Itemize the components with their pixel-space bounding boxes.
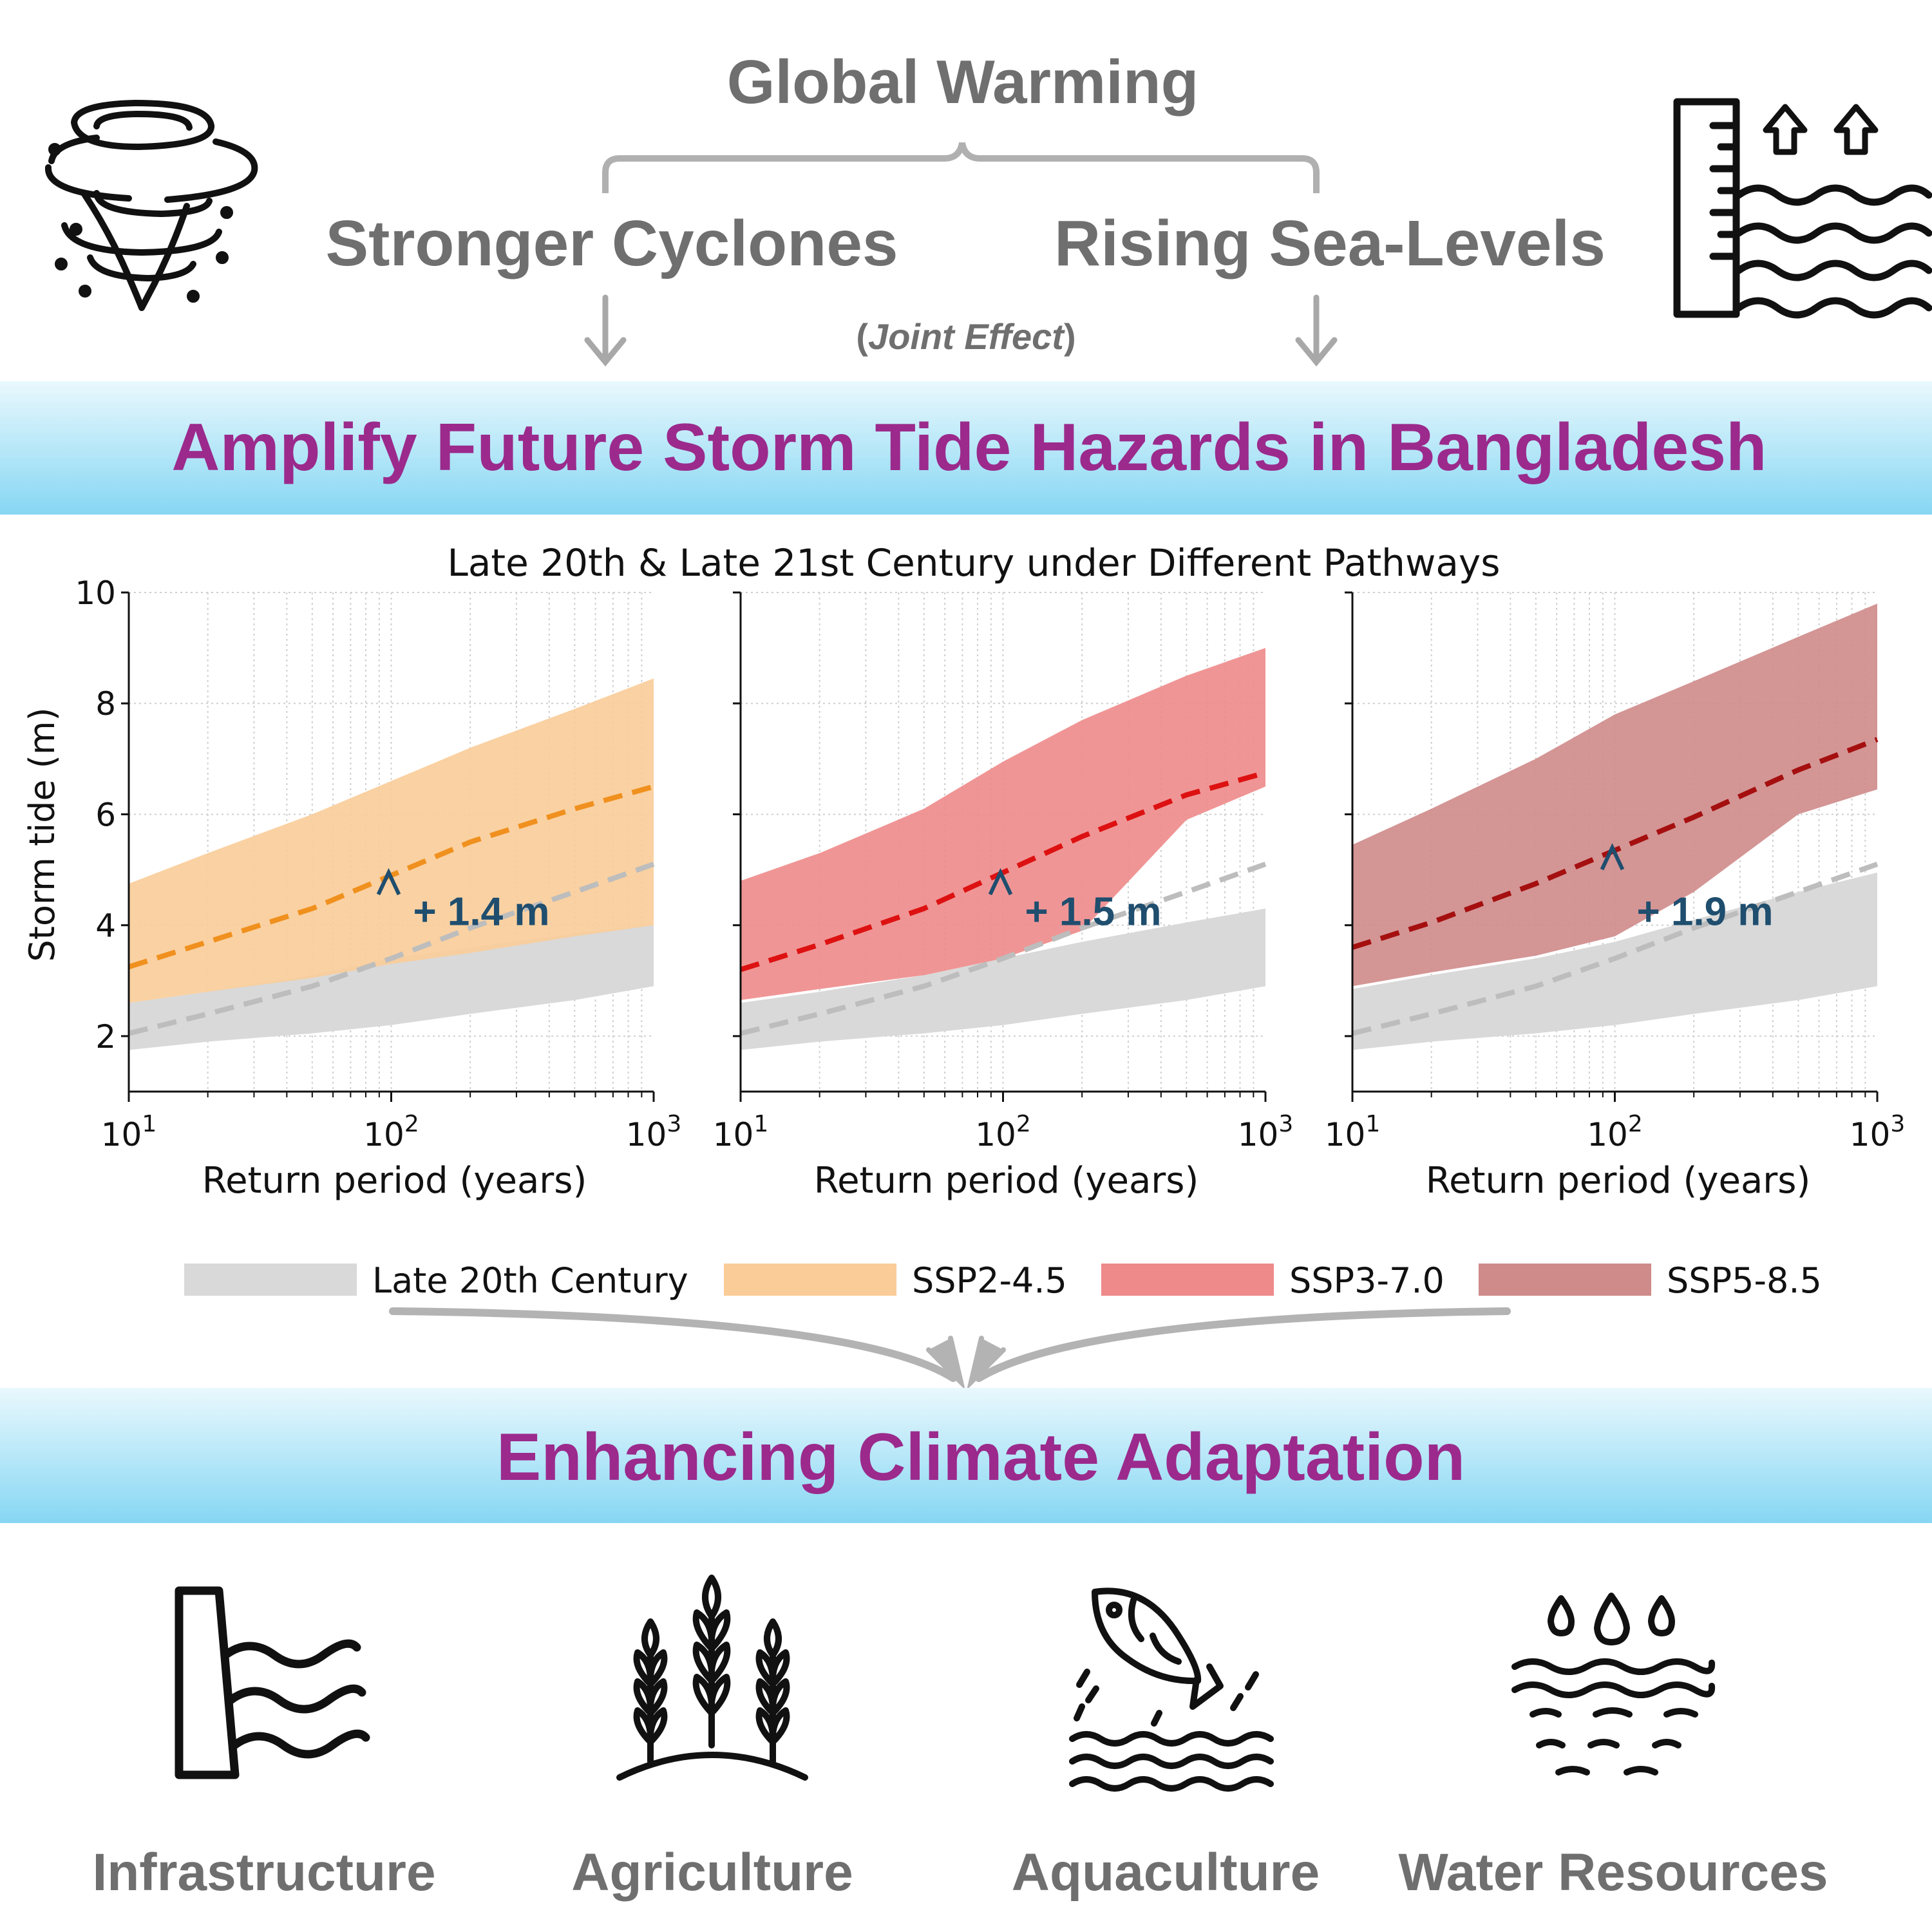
label-agriculture: Agriculture (571, 1843, 853, 1902)
legend-label-late20: Late 20th Century (372, 1260, 688, 1301)
figure-title: Late 20th & Late 21st Century under Diff… (448, 541, 1501, 585)
banner-hazards (0, 381, 1932, 515)
legend-label-ssp245: SSP2-4.5 (912, 1260, 1067, 1301)
right-down-arrow (1295, 294, 1338, 367)
chart-panel-3: 101 102 103 Return period (years) + 1.9 m (1325, 591, 1906, 1202)
x-tick-label: 103 (626, 1111, 682, 1153)
median-late-20th-century (740, 862, 1267, 1036)
global-warming-title: Global Warming (727, 48, 1198, 117)
y-tick-label: 6 (95, 796, 116, 833)
increase-arrow-head (376, 867, 401, 896)
y-tick-label: 4 (95, 907, 116, 945)
increase-label: + 1.5 m (1025, 890, 1162, 934)
x-tick-label: 101 (713, 1111, 769, 1153)
band-late-20th-century (129, 925, 654, 1050)
band-late-20th-century (741, 908, 1265, 1050)
charts: 2 4 6 8 10 101 102 103 Return period (years) + 1.… (75, 574, 1905, 1202)
x-tick-label: 101 (1325, 1111, 1381, 1153)
legend-swatch-late20 (184, 1264, 357, 1296)
x-tick-label: 102 (975, 1111, 1031, 1153)
x-tick-label: 102 (1587, 1111, 1643, 1153)
banner-adaptation (0, 1388, 1932, 1523)
legend-label-ssp370: SSP3-7.0 (1289, 1260, 1444, 1301)
banner-hazards-text: Amplify Future Storm Tide Hazards in Ban… (171, 410, 1766, 485)
water-drops-icon (1511, 1593, 1716, 1776)
band-ssp2-4-5 (129, 678, 654, 1003)
band-ssp5-8-5 (1352, 603, 1877, 987)
y-tick-label: 8 (95, 685, 116, 723)
x-axis-label: Return period (years) (1426, 1160, 1811, 1202)
x-tick-label: 102 (363, 1111, 419, 1153)
increase-label: + 1.9 m (1637, 890, 1774, 934)
legend: Late 20th Century SSP2-4.5 SSP3-7.0 SSP5… (184, 1260, 1822, 1301)
median-late-20th-century (128, 862, 655, 1036)
x-axis-label: Return period (years) (202, 1160, 587, 1202)
wheat-icon (616, 1575, 808, 1781)
x-tick-label: 103 (1850, 1111, 1906, 1153)
legend-swatch-ssp585 (1479, 1264, 1651, 1296)
label-infrastructure: Infrastructure (92, 1843, 435, 1902)
sea-level-icon (1673, 98, 1932, 319)
left-down-arrow (584, 294, 627, 367)
y-tick-label: 2 (95, 1018, 116, 1056)
y-tick-label: 10 (75, 574, 116, 612)
rising-sea-levels-label: Rising Sea-Levels (1054, 207, 1605, 279)
x-tick-label: 101 (101, 1111, 157, 1153)
x-axis-label: Return period (years) (814, 1160, 1199, 1202)
label-water-resources: Water Resources (1399, 1843, 1828, 1902)
band-ssp3-7-0 (741, 648, 1265, 1000)
x-tick-label: 103 (1238, 1111, 1294, 1153)
legend-label-ssp585: SSP5-8.5 (1667, 1260, 1822, 1301)
cyclone-icon (45, 100, 258, 311)
fish-icon (1069, 1587, 1274, 1792)
band-late-20th-century (1352, 872, 1877, 1050)
legend-swatch-ssp245 (724, 1264, 896, 1296)
y-axis-label: Storm tide (m) (22, 707, 62, 961)
chart-panel-1: 2 4 6 8 10 101 102 103 Return period (years) + 1.… (75, 574, 681, 1202)
joint-effect-label: (Joint Effect) (856, 316, 1075, 357)
median-ssp3-7-0 (739, 770, 1267, 972)
increase-arrow-head (1600, 843, 1625, 871)
banner-adaptation-text: Enhancing Climate Adaptation (497, 1420, 1465, 1495)
label-aquaculture: Aquaculture (1012, 1843, 1320, 1902)
increase-label: + 1.4 m (413, 890, 550, 934)
median-late-20th-century (1352, 862, 1879, 1036)
increase-arrow-head (988, 867, 1013, 896)
legend-swatch-ssp370 (1101, 1264, 1274, 1296)
stronger-cyclones-label: Stronger Cyclones (325, 207, 898, 279)
converging-arrows (389, 1307, 1511, 1390)
chart-panel-2: 101 102 103 Return period (years) + 1.5 m (713, 591, 1294, 1202)
seawall-icon (175, 1586, 370, 1779)
brace (602, 142, 1320, 193)
